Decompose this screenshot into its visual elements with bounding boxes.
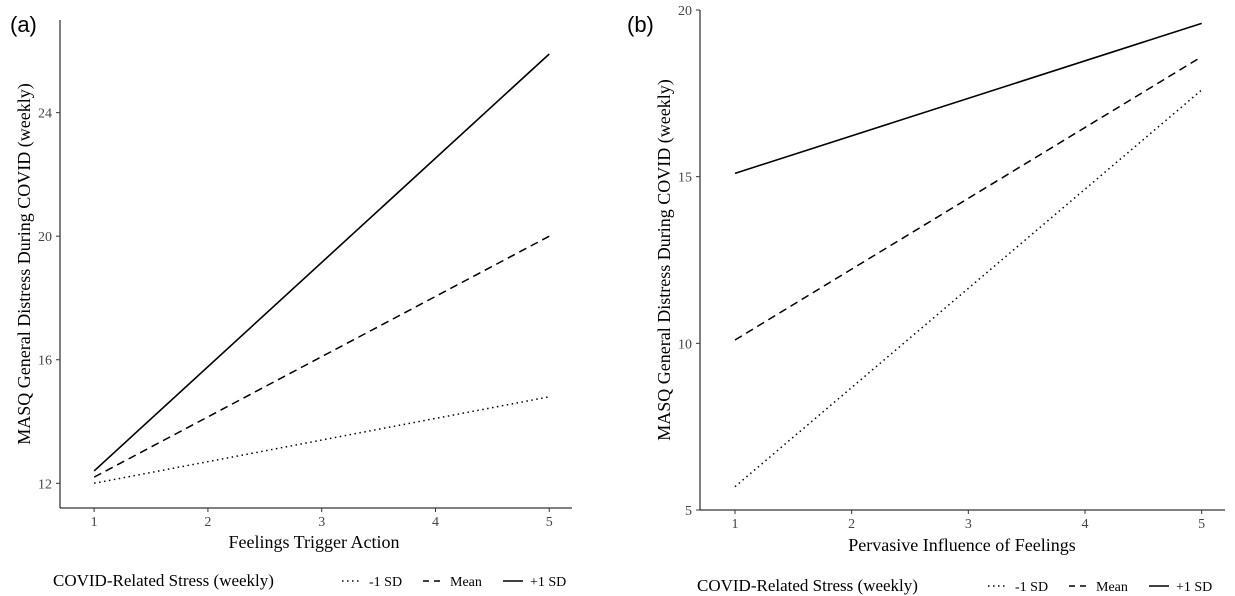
x-tick-label: 5 [1198, 517, 1205, 532]
x-axis-title: Feelings Trigger Action [228, 532, 399, 552]
legend-label: +1 SD [530, 575, 566, 590]
legend-title: COVID-Related Stress (weekly) [697, 576, 918, 595]
legend-label: -1 SD [369, 575, 402, 590]
y-tick-label: 5 [685, 504, 692, 519]
legend-label: +1 SD [1176, 580, 1212, 595]
series-line-dotted [734, 89, 1203, 488]
x-tick-label: 4 [1082, 517, 1089, 532]
x-tick-label: 3 [965, 517, 972, 532]
panel-label: (b) [627, 12, 654, 37]
y-axis-title: MASQ General Distress During COVID (week… [654, 79, 675, 440]
legend: COVID-Related Stress (weekly) -1 SD Mean +… [697, 576, 1212, 595]
series-lines [734, 22, 1203, 488]
legend-label: Mean [450, 575, 482, 590]
series-lines [93, 53, 550, 485]
legend-label: -1 SD [1015, 580, 1048, 595]
panel-label: (a) [10, 12, 37, 37]
x-axis-title: Pervasive Influence of Feelings [848, 535, 1075, 555]
y-tick-label: 20 [38, 230, 52, 245]
y-tick-label: 24 [38, 107, 52, 122]
series-line-solid [734, 22, 1202, 175]
y-tick-label: 20 [678, 4, 692, 19]
y-tick-label: 15 [678, 171, 692, 186]
tick-group: 1 2 3 4 5 5 10 15 20 [678, 4, 1205, 532]
panel-b: (b) 1 2 3 4 5 5 10 15 20 Pervasive Influence of … [627, 4, 1225, 595]
y-axis-title: MASQ General Distress During COVID (week… [14, 83, 35, 444]
x-tick-label: 1 [91, 515, 98, 530]
x-tick-label: 2 [848, 517, 855, 532]
series-line-dashed [93, 235, 550, 478]
x-tick-label: 4 [432, 515, 439, 530]
series-line-solid [93, 53, 550, 472]
x-tick-label: 3 [318, 515, 325, 530]
x-tick-label: 2 [204, 515, 211, 530]
legend: COVID-Related Stress (weekly) -1 SD Mean +… [53, 571, 566, 590]
series-line-dotted [93, 396, 550, 485]
legend-title: COVID-Related Stress (weekly) [53, 571, 274, 590]
y-tick-label: 10 [678, 337, 692, 352]
legend-label: Mean [1096, 580, 1128, 595]
x-tick-label: 5 [546, 515, 553, 530]
x-tick-label: 1 [732, 517, 739, 532]
y-tick-label: 12 [38, 477, 52, 492]
y-tick-label: 16 [38, 354, 52, 369]
